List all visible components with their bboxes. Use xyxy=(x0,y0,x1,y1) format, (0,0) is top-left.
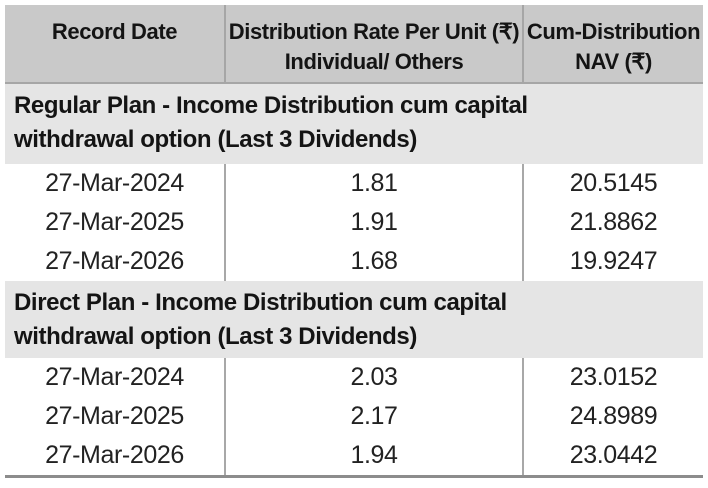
record-date-cell: 27-Mar-2024 xyxy=(45,169,184,197)
table-row: 27-Mar-2024 1.81 20.5145 xyxy=(5,164,703,203)
table-row: 27-Mar-2025 1.91 21.8862 xyxy=(5,203,703,242)
header-distribution-rate: Distribution Rate Per Unit (₹) Individua… xyxy=(224,5,522,82)
rate-cell: 1.81 xyxy=(224,164,522,203)
section-header-direct-plan: Direct Plan - Income Distribution cum ca… xyxy=(5,281,703,358)
table-row: 27-Mar-2024 2.03 23.0152 xyxy=(5,358,703,397)
record-date-cell: 27-Mar-2026 xyxy=(45,247,184,275)
record-date-cell: 27-Mar-2026 xyxy=(45,441,184,469)
header-distribution-rate-line2: Individual/ Others xyxy=(284,49,464,74)
nav-cell: 20.5145 xyxy=(522,164,703,203)
table-row: 27-Mar-2026 1.68 19.9247 xyxy=(5,242,703,281)
header-record-date-label: Record Date xyxy=(51,19,178,44)
header-cum-distribution-line1: Cum-Distribution xyxy=(526,19,701,44)
rate-cell: 1.68 xyxy=(224,242,522,281)
record-date-cell: 27-Mar-2025 xyxy=(45,402,184,430)
record-date-cell: 27-Mar-2025 xyxy=(45,208,184,236)
section-header-regular-plan: Regular Plan - Income Distribution cum c… xyxy=(5,84,703,164)
header-record-date: Record Date xyxy=(5,5,224,82)
section-header-regular-plan-title: Regular Plan - Income Distribution cum c… xyxy=(14,92,528,153)
header-cum-distribution-nav: Cum-Distribution NAV (₹) xyxy=(522,5,703,82)
dividend-history-table: Record Date Distribution Rate Per Unit (… xyxy=(5,5,703,478)
record-date-cell: 27-Mar-2024 xyxy=(45,363,184,391)
rate-cell: 2.03 xyxy=(224,358,522,397)
rate-cell: 1.94 xyxy=(224,436,522,475)
nav-cell: 23.0442 xyxy=(522,436,703,475)
nav-cell: 24.8989 xyxy=(522,397,703,436)
table-row: 27-Mar-2025 2.17 24.8989 xyxy=(5,397,703,436)
nav-cell: 21.8862 xyxy=(522,203,703,242)
header-distribution-rate-line1: Distribution Rate Per Unit (₹) xyxy=(228,19,520,44)
section-header-direct-plan-title: Direct Plan - Income Distribution cum ca… xyxy=(14,289,507,350)
nav-cell: 23.0152 xyxy=(522,358,703,397)
rate-cell: 2.17 xyxy=(224,397,522,436)
nav-cell: 19.9247 xyxy=(522,242,703,281)
rate-cell: 1.91 xyxy=(224,203,522,242)
header-cum-distribution-line2: NAV (₹) xyxy=(575,49,652,74)
table-header-row: Record Date Distribution Rate Per Unit (… xyxy=(5,5,703,84)
table-row: 27-Mar-2026 1.94 23.0442 xyxy=(5,436,703,475)
